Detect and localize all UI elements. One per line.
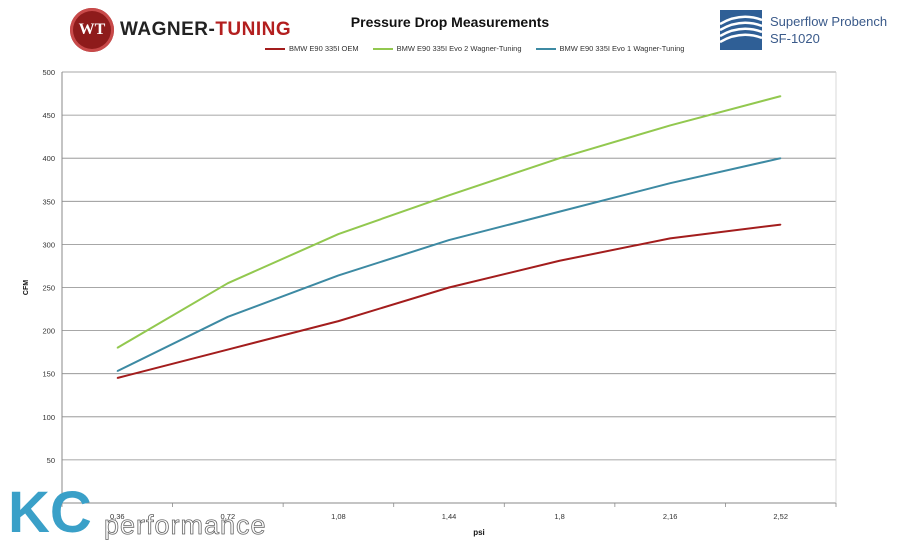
superflow-line1: Superflow Probench: [770, 14, 888, 29]
data-point: [227, 282, 229, 284]
wordmark-part1: WAGNER-: [120, 19, 216, 40]
data-point: [669, 124, 671, 127]
data-point: [448, 239, 450, 241]
y-tick-label: 300: [42, 240, 55, 249]
data-point: [448, 286, 450, 289]
wagner-tuning-logo: WT WAGNER-TUNING: [70, 8, 291, 52]
data-point: [227, 348, 229, 351]
data-point: [337, 274, 340, 277]
wordmark-part2: TUNING: [215, 19, 292, 40]
y-axis-label: CFM: [23, 280, 30, 295]
superflow-logo: Superflow Probench SF-1020: [720, 10, 887, 50]
data-point: [780, 95, 782, 97]
legend-swatch: [535, 47, 556, 50]
data-point: [116, 377, 118, 379]
data-point: [558, 211, 561, 213]
legend-swatch: [372, 47, 393, 50]
data-point: [558, 157, 561, 159]
data-point: [448, 194, 450, 196]
data-point: [780, 223, 782, 226]
y-tick-label: 500: [42, 68, 55, 77]
legend-label: BMW E90 335I Evo 1 Wagner-Tuning: [559, 44, 685, 53]
legend-item-3: BMW E90 335I Evo 1 Wagner-Tuning: [535, 44, 685, 53]
data-point: [669, 182, 671, 184]
y-tick-label: 100: [42, 413, 55, 422]
x-axis-label: psi: [473, 528, 485, 537]
badge-letters: WT: [78, 21, 106, 38]
x-tick-label: 1,44: [442, 512, 457, 521]
superflow-text: Superflow Probench SF-1020: [770, 13, 887, 47]
legend-swatch: [265, 47, 285, 50]
chart-title: Pressure Drop Measurements: [350, 14, 550, 30]
wagner-tuning-wordmark: WAGNER-TUNING: [120, 19, 291, 41]
legend-item-2: BMW E90 335I Evo 2 Wagner-Tuning: [372, 44, 522, 53]
data-point: [780, 157, 782, 159]
y-tick-label: 450: [42, 111, 55, 120]
y-tick-label: 150: [42, 370, 55, 379]
y-tick-label: 250: [42, 284, 55, 293]
wagner-tuning-badge-icon: WT: [70, 8, 114, 52]
y-tick-label: 200: [42, 327, 55, 336]
superflow-icon: [720, 10, 762, 50]
data-point: [227, 316, 229, 318]
x-tick-label: 2,16: [663, 512, 678, 521]
legend-item-1: BMW E90 335I OEM: [265, 44, 359, 53]
kc-word: performance: [104, 510, 267, 540]
y-tick-label: 400: [42, 154, 55, 163]
kc-performance-watermark: KC performance: [8, 480, 267, 545]
x-tick-label: 1,08: [331, 512, 346, 521]
x-tick-label: 2,52: [773, 512, 788, 521]
data-point: [116, 347, 118, 349]
data-point: [669, 237, 671, 239]
series-line-3: [116, 157, 781, 373]
data-point: [337, 233, 340, 235]
legend-label: BMW E90 335I Evo 2 Wagner-Tuning: [396, 44, 522, 53]
data-point: [558, 260, 561, 262]
chart-legend: BMW E90 335I OEM BMW E90 335I Evo 2 Wagne…: [265, 44, 684, 53]
data-point: [337, 320, 340, 322]
kc-letters: KC: [8, 480, 92, 545]
superflow-line2: SF-1020: [770, 31, 820, 46]
y-tick-label: 350: [42, 197, 55, 206]
series-line-2: [116, 95, 781, 349]
legend-label: BMW E90 335I OEM: [289, 44, 359, 53]
y-tick-label: 50: [47, 456, 55, 465]
series-line-1: [117, 223, 781, 379]
data-point: [116, 370, 118, 372]
x-tick-label: 1,8: [554, 512, 564, 521]
